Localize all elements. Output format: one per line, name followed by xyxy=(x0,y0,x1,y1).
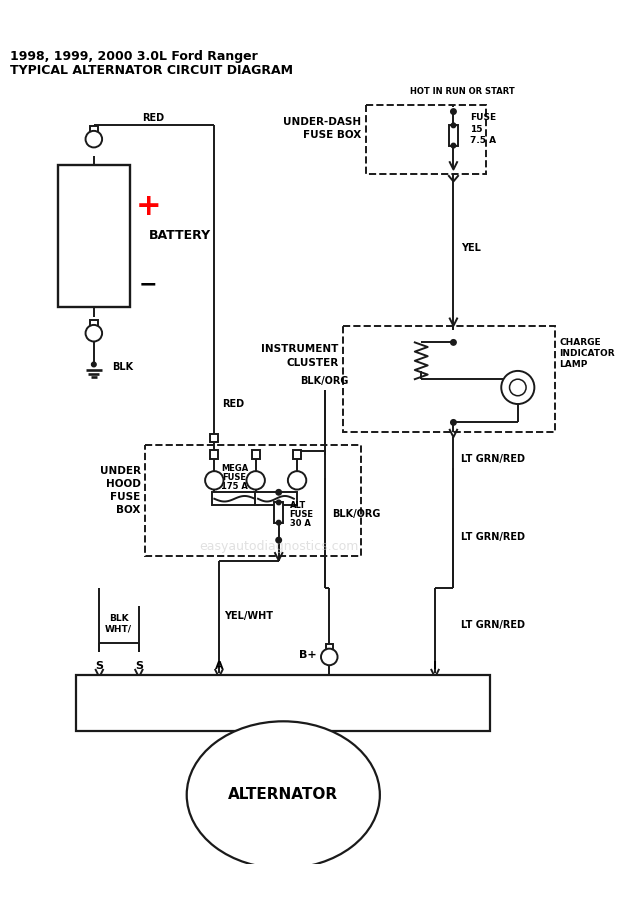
Text: RED: RED xyxy=(143,113,164,123)
Text: LAMP: LAMP xyxy=(559,360,588,369)
Text: A: A xyxy=(214,662,223,671)
Text: ALT: ALT xyxy=(290,500,306,509)
Text: FUSE: FUSE xyxy=(222,473,247,482)
Bar xyxy=(343,326,554,432)
Text: easyautodiagnostics.com: easyautodiagnostics.com xyxy=(199,540,358,554)
Text: UNDER-DASH: UNDER-DASH xyxy=(283,117,362,127)
Circle shape xyxy=(281,869,286,875)
Circle shape xyxy=(276,500,281,505)
Text: BLK: BLK xyxy=(112,362,133,373)
Text: LT GRN/RED: LT GRN/RED xyxy=(461,620,525,630)
Text: UNDER: UNDER xyxy=(99,466,141,476)
Bar xyxy=(90,126,98,136)
Text: −: − xyxy=(139,274,158,294)
Text: INDICATOR: INDICATOR xyxy=(559,349,615,358)
Bar xyxy=(366,105,486,174)
Text: FUSE: FUSE xyxy=(470,113,496,122)
Circle shape xyxy=(509,379,526,396)
Circle shape xyxy=(276,490,281,495)
Text: MEGA: MEGA xyxy=(221,464,248,472)
Circle shape xyxy=(91,362,96,367)
Circle shape xyxy=(451,143,455,148)
Bar xyxy=(77,675,490,731)
Circle shape xyxy=(451,123,455,128)
Text: HOT IN RUN OR START: HOT IN RUN OR START xyxy=(410,86,515,95)
Circle shape xyxy=(276,520,281,525)
Text: 7.5 A: 7.5 A xyxy=(470,136,496,145)
Circle shape xyxy=(85,130,102,148)
Text: WHT/: WHT/ xyxy=(105,625,132,634)
Circle shape xyxy=(205,472,224,490)
Text: LT GRN/RED: LT GRN/RED xyxy=(461,533,525,543)
Text: YEL/WHT: YEL/WHT xyxy=(224,610,273,620)
Bar xyxy=(211,492,258,505)
Circle shape xyxy=(501,371,535,404)
Text: FUSE: FUSE xyxy=(111,492,141,502)
Bar xyxy=(274,502,283,523)
Text: TYPICAL ALTERNATOR CIRCUIT DIAGRAM: TYPICAL ALTERNATOR CIRCUIT DIAGRAM xyxy=(10,64,293,76)
Text: BLK/ORG: BLK/ORG xyxy=(300,376,349,386)
Text: BLK: BLK xyxy=(109,614,129,623)
Text: S: S xyxy=(95,662,103,671)
Circle shape xyxy=(85,325,102,341)
Bar xyxy=(210,434,218,442)
Text: CHARGE: CHARGE xyxy=(559,338,601,346)
Text: HOOD: HOOD xyxy=(106,479,141,489)
Text: FUSE: FUSE xyxy=(290,510,314,519)
Circle shape xyxy=(451,109,456,114)
Text: BOX: BOX xyxy=(116,505,141,515)
Text: 30 A: 30 A xyxy=(290,519,311,528)
Bar xyxy=(90,320,98,329)
Text: 1998, 1999, 2000 3.0L Ford Ranger: 1998, 1999, 2000 3.0L Ford Ranger xyxy=(10,50,258,63)
Text: BLK/ORG: BLK/ORG xyxy=(332,509,381,519)
Circle shape xyxy=(451,339,456,346)
Text: B+: B+ xyxy=(298,650,316,660)
Text: INSTRUMENT: INSTRUMENT xyxy=(261,344,339,354)
Text: ALTERNATOR: ALTERNATOR xyxy=(228,788,338,803)
Text: YEL: YEL xyxy=(461,243,481,253)
Bar xyxy=(255,492,297,505)
Bar xyxy=(58,165,130,308)
Bar xyxy=(326,644,333,653)
Circle shape xyxy=(321,649,337,665)
Circle shape xyxy=(288,472,307,490)
Circle shape xyxy=(276,537,281,543)
Text: S: S xyxy=(135,662,143,671)
Text: I: I xyxy=(433,662,437,671)
Text: 15: 15 xyxy=(470,124,483,133)
Text: FUSE BOX: FUSE BOX xyxy=(303,130,362,140)
Text: LT GRN/RED: LT GRN/RED xyxy=(461,454,525,464)
Text: BATTERY: BATTERY xyxy=(149,230,211,242)
Circle shape xyxy=(451,419,456,425)
Bar xyxy=(252,451,260,459)
Bar xyxy=(210,451,218,459)
Bar xyxy=(145,446,362,556)
Bar xyxy=(449,125,458,146)
Text: +: + xyxy=(135,193,161,221)
Text: 175 A: 175 A xyxy=(221,482,248,491)
Ellipse shape xyxy=(187,721,380,868)
Bar xyxy=(293,451,301,459)
Circle shape xyxy=(247,472,265,490)
Text: CLUSTER: CLUSTER xyxy=(286,357,339,367)
Text: RED: RED xyxy=(222,399,243,409)
